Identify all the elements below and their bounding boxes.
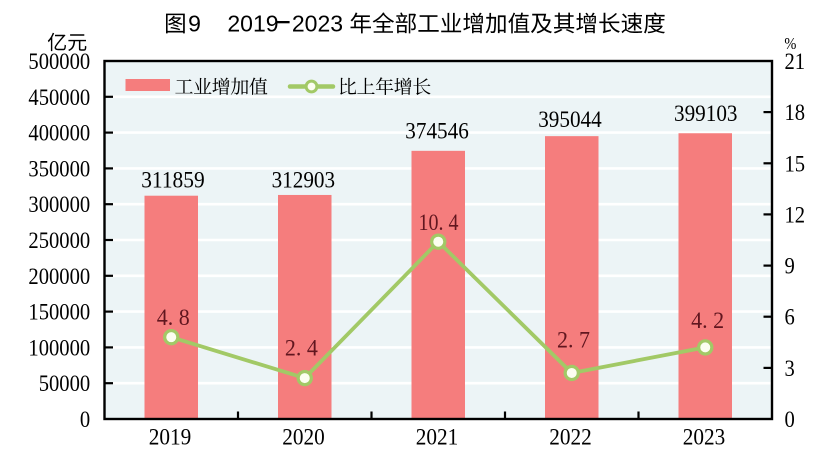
svg-text:15: 15 xyxy=(785,151,806,177)
svg-text:250000: 250000 xyxy=(28,228,90,254)
svg-text:6: 6 xyxy=(785,305,796,331)
svg-text:2. 4: 2. 4 xyxy=(285,335,318,361)
svg-text:399103: 399103 xyxy=(674,101,738,127)
svg-text:0: 0 xyxy=(785,407,795,433)
svg-text:50000: 50000 xyxy=(39,371,91,397)
svg-text:2022: 2022 xyxy=(549,425,592,451)
svg-text:374546: 374546 xyxy=(405,119,469,145)
svg-text:4. 8: 4. 8 xyxy=(157,305,190,331)
svg-text:3: 3 xyxy=(785,356,795,382)
svg-text:0: 0 xyxy=(80,407,90,433)
svg-text:300000: 300000 xyxy=(28,192,90,218)
svg-text:12: 12 xyxy=(785,202,806,228)
svg-text:4. 2: 4. 2 xyxy=(691,308,724,334)
svg-text:9: 9 xyxy=(188,10,201,36)
svg-text:18: 18 xyxy=(785,100,806,126)
svg-text:2023: 2023 xyxy=(292,10,343,36)
svg-text:200000: 200000 xyxy=(28,264,90,290)
svg-text:10. 4: 10. 4 xyxy=(419,210,459,236)
svg-text:312903: 312903 xyxy=(272,167,336,193)
svg-text:2021: 2021 xyxy=(416,425,459,451)
svg-text:2. 7: 2. 7 xyxy=(557,328,590,354)
svg-text:%: % xyxy=(784,34,796,53)
svg-text:400000: 400000 xyxy=(28,121,90,147)
svg-text:500000: 500000 xyxy=(28,49,90,75)
svg-text:2019: 2019 xyxy=(227,10,278,36)
svg-text:150000: 150000 xyxy=(28,300,90,326)
svg-text:2020: 2020 xyxy=(282,425,325,451)
svg-text:2019: 2019 xyxy=(149,425,192,451)
svg-text:350000: 350000 xyxy=(28,156,90,182)
svg-text:311859: 311859 xyxy=(141,168,205,194)
svg-text:2023: 2023 xyxy=(683,425,726,451)
svg-text:395044: 395044 xyxy=(538,107,602,133)
svg-text:21: 21 xyxy=(785,49,806,75)
svg-text:100000: 100000 xyxy=(28,335,90,361)
svg-text:9: 9 xyxy=(785,254,795,280)
svg-text:450000: 450000 xyxy=(28,85,90,111)
